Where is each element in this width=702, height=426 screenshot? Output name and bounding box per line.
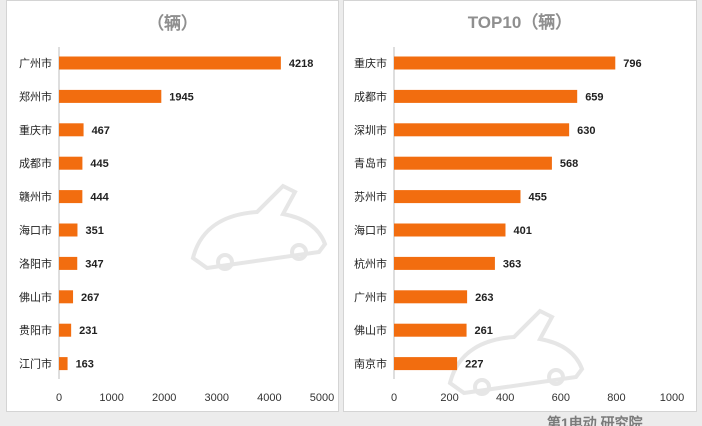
bar xyxy=(394,56,616,70)
chart-title-line2: （辆） xyxy=(147,14,198,33)
bar-chart-left: 广州市 4218 郑州市 1945 重庆市 467 成都市 445 赣州市 444 海口市 351 洛阳… xyxy=(19,47,334,404)
category-label: 佛山市 xyxy=(19,290,52,304)
data-label: 363 xyxy=(503,258,521,270)
bar xyxy=(59,190,83,204)
category-label: 重庆市 xyxy=(19,123,52,137)
data-label: 659 xyxy=(585,91,603,103)
x-tick-label: 2000 xyxy=(152,392,176,404)
category-label: 苏州市 xyxy=(354,190,387,204)
bar xyxy=(394,323,467,337)
x-tick-label: 1000 xyxy=(99,392,123,404)
watermark-car-logo xyxy=(447,308,585,396)
category-label: 杭州市 xyxy=(354,256,387,270)
data-label: 263 xyxy=(475,292,493,304)
category-label: 深圳市 xyxy=(354,123,387,137)
x-tick-label: 3000 xyxy=(205,392,229,404)
data-label: 163 xyxy=(76,359,94,371)
category-label: 洛阳市 xyxy=(19,256,52,270)
bar xyxy=(59,56,281,70)
data-label: 351 xyxy=(85,225,103,237)
bar xyxy=(59,123,84,137)
category-label: 广州市 xyxy=(354,290,387,304)
data-label: 347 xyxy=(85,258,103,270)
x-tick-label: 5000 xyxy=(310,392,334,404)
data-label: 455 xyxy=(528,192,546,204)
category-label: 南京市 xyxy=(354,357,387,371)
bar xyxy=(394,89,578,103)
x-tick-label: 400 xyxy=(496,392,514,404)
category-label: 赣州市 xyxy=(19,190,52,204)
bar xyxy=(394,156,552,170)
x-tick-label: 0 xyxy=(56,392,62,404)
data-label: 444 xyxy=(90,192,109,204)
category-label: 成都市 xyxy=(354,89,387,103)
x-tick-label: 200 xyxy=(440,392,458,404)
x-tick-label: 4000 xyxy=(257,392,281,404)
category-label: 海口市 xyxy=(354,223,387,237)
data-label: 568 xyxy=(560,158,578,170)
data-label: 796 xyxy=(623,58,641,70)
category-label: 贵阳市 xyxy=(19,323,52,337)
bar xyxy=(59,223,78,237)
chart-panel-right: TOP10（辆） 重庆市 796 成都市 659 深圳市 630 青岛市 568 苏州市 455 海… xyxy=(343,0,697,412)
chart-panel-left: （辆） 广州市 4218 郑州市 1945 重庆市 467 成都市 445 赣州市 444 海口市 3… xyxy=(6,0,339,412)
category-label: 重庆市 xyxy=(354,56,387,70)
bar xyxy=(394,290,468,304)
category-label: 江门市 xyxy=(19,357,52,371)
bar xyxy=(59,290,74,304)
bar xyxy=(394,223,506,237)
data-label: 630 xyxy=(577,125,595,137)
category-label: 佛山市 xyxy=(354,323,387,337)
bar xyxy=(59,156,83,170)
bar xyxy=(394,190,521,204)
x-tick-label: 600 xyxy=(552,392,570,404)
category-label: 青岛市 xyxy=(354,156,387,170)
data-label: 401 xyxy=(513,225,531,237)
data-label: 261 xyxy=(475,325,493,337)
bar xyxy=(59,357,68,371)
bar xyxy=(59,89,162,103)
bar xyxy=(394,256,495,270)
x-tick-label: 0 xyxy=(391,392,397,404)
x-tick-label: 800 xyxy=(607,392,625,404)
category-label: 广州市 xyxy=(19,56,52,70)
bar-chart-right: 重庆市 796 成都市 659 深圳市 630 青岛市 568 苏州市 455 海口市 401 杭州市 3… xyxy=(354,47,684,404)
footer-logo: 第1电动 研究院 xyxy=(547,415,643,426)
data-label: 445 xyxy=(90,158,108,170)
data-label: 267 xyxy=(81,292,99,304)
data-label: 227 xyxy=(465,359,483,371)
category-label: 海口市 xyxy=(19,223,52,237)
chart-title-line2: TOP10（辆） xyxy=(467,13,573,32)
x-tick-label: 1000 xyxy=(660,392,684,404)
category-label: 成都市 xyxy=(19,156,52,170)
data-label: 4218 xyxy=(289,58,313,70)
bar xyxy=(394,357,458,371)
data-label: 467 xyxy=(92,125,110,137)
bar xyxy=(59,323,72,337)
data-label: 1945 xyxy=(169,91,193,103)
bar xyxy=(59,256,78,270)
watermark-car-logo xyxy=(190,183,328,271)
category-label: 郑州市 xyxy=(19,89,52,103)
bar xyxy=(394,123,570,137)
data-label: 231 xyxy=(79,325,97,337)
